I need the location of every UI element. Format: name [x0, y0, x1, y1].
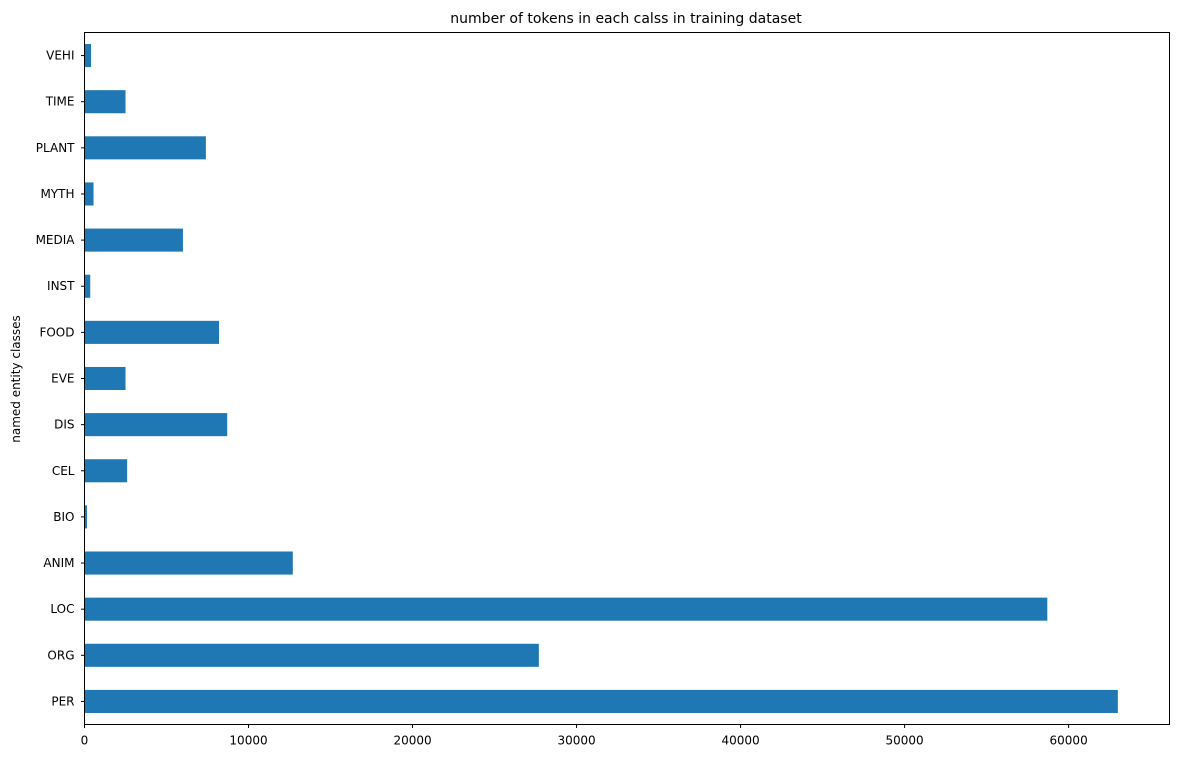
y-tick-label-org: ORG [47, 648, 74, 662]
bar-eve [84, 366, 126, 391]
x-tick-label-50000: 50000 [886, 734, 924, 748]
x-tick-label-60000: 60000 [1050, 734, 1088, 748]
y-tick-label-eve: EVE [51, 372, 74, 386]
y-tick-label-loc: LOC [50, 602, 74, 616]
y-tick-label-bio: BIO [53, 510, 74, 524]
bar-food [84, 320, 219, 344]
bar-time [84, 90, 126, 114]
bar-per [84, 689, 1118, 713]
bar-bio [84, 505, 87, 529]
y-tick-label-time: TIME [45, 95, 75, 109]
plot-area-frame [84, 32, 1170, 725]
bar-vehi [84, 44, 92, 68]
bar-anim [84, 551, 293, 575]
y-tick-label-vehi: VEHI [46, 49, 74, 63]
x-tick-label-0: 0 [81, 734, 89, 748]
y-ticks-group: PER ORG LOC ANIM BIO CEL DIS EVE FOOD INST MEDIA MY… [36, 49, 85, 708]
bars-group [84, 44, 1118, 713]
y-tick-label-food: FOOD [39, 325, 74, 339]
y-tick-label-myth: MYTH [40, 187, 74, 201]
y-tick-label-dis: DIS [54, 418, 74, 432]
x-tick-label-40000: 40000 [721, 734, 759, 748]
y-tick-label-anim: ANIM [43, 556, 74, 570]
y-axis-label: named entity classes [9, 315, 23, 443]
y-tick-label-inst: INST [47, 279, 75, 293]
bar-myth [84, 182, 94, 206]
chart-title: number of tokens in each calss in traini… [450, 11, 802, 27]
y-tick-label-per: PER [51, 694, 74, 708]
bar-loc [84, 597, 1048, 621]
bar-dis [84, 413, 228, 437]
x-tick-label-10000: 10000 [229, 734, 267, 748]
bar-plant [84, 136, 206, 160]
bar-media [84, 228, 183, 252]
x-ticks-group: 0 10000 20000 30000 40000 50000 60000 [81, 724, 1088, 748]
y-tick-label-plant: PLANT [36, 141, 75, 155]
y-tick-label-cel: CEL [52, 464, 75, 478]
bar-org [84, 643, 539, 667]
x-tick-label-30000: 30000 [557, 734, 595, 748]
y-tick-label-media: MEDIA [36, 233, 76, 247]
x-tick-label-20000: 20000 [393, 734, 431, 748]
bar-inst [84, 274, 91, 298]
bar-cel [84, 459, 128, 483]
